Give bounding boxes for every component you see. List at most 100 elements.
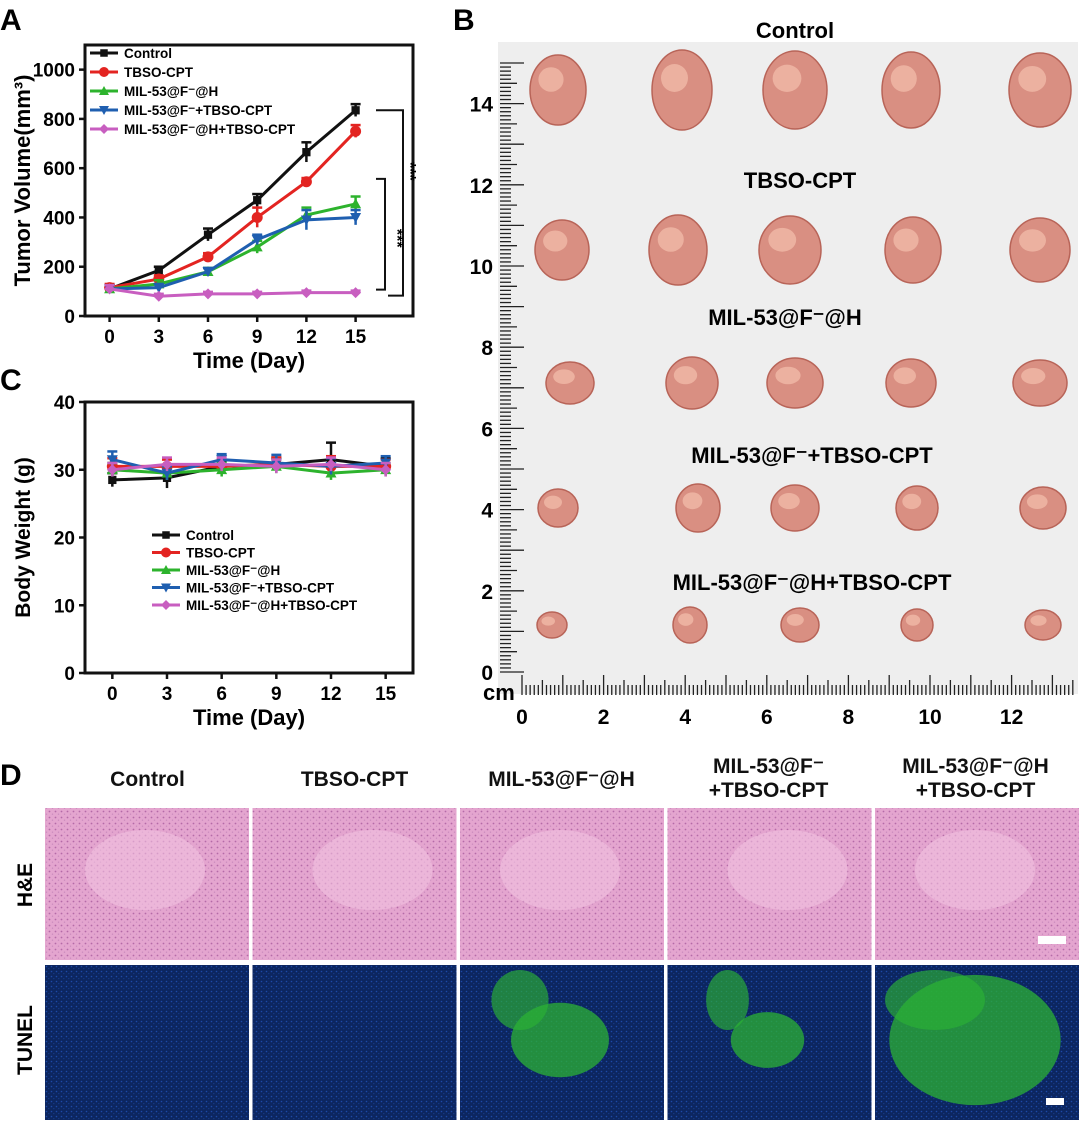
x-tick-label: 15 xyxy=(375,684,397,705)
x-tick-label: 12 xyxy=(320,684,341,705)
scale-bar xyxy=(1038,936,1066,944)
series-3 xyxy=(104,208,362,295)
col-header-mil-h-tbso: MIL-53@F⁻@H +TBSO-CPT xyxy=(902,755,1049,802)
tumor-sample xyxy=(762,50,828,130)
legend-entry: MIL-53@F⁻@H xyxy=(124,84,218,99)
tumor-highlight xyxy=(1019,229,1046,252)
legend-entry: MIL-53@F⁻@H xyxy=(186,563,280,578)
tumor-highlight xyxy=(538,67,564,92)
he-stroma xyxy=(312,830,433,910)
data-point xyxy=(300,287,312,299)
tumor-highlight xyxy=(544,495,562,509)
significance-mark: *** xyxy=(401,162,418,181)
tunel-positive-region xyxy=(491,970,549,1030)
he-stroma xyxy=(727,830,848,910)
y-tick-label: 0 xyxy=(64,307,75,328)
tunel-positive-region xyxy=(706,970,749,1030)
ruler-label: 10 xyxy=(918,706,941,729)
series-line xyxy=(109,130,357,290)
data-point xyxy=(350,213,362,223)
ruler-label: 14 xyxy=(470,94,494,117)
tumor-highlight xyxy=(657,227,684,252)
ruler-label: 0 xyxy=(516,706,528,729)
tumor-sample xyxy=(1008,52,1072,128)
legend-marker xyxy=(161,565,171,574)
y-tick-label: 40 xyxy=(54,393,75,414)
data-point xyxy=(202,288,214,300)
data-point xyxy=(153,283,165,294)
tumor-highlight xyxy=(893,228,919,252)
x-tick-label: 12 xyxy=(296,327,317,348)
legend-entry: TBSO-CPT xyxy=(186,546,256,561)
data-point xyxy=(350,198,362,209)
y-tick-label: 200 xyxy=(43,258,75,279)
series-line xyxy=(109,287,356,298)
tumor-sample xyxy=(1024,609,1062,641)
x-tick-label: 3 xyxy=(162,684,173,705)
data-point xyxy=(161,458,173,470)
data-point xyxy=(350,125,362,137)
legend: Control TBSO-CPT MIL-53@F⁻@H MIL-53@F⁻+TBSO… xyxy=(152,528,358,613)
data-point xyxy=(108,475,117,485)
tumor-highlight xyxy=(768,227,797,252)
data-point xyxy=(302,148,311,157)
tumor-highlight xyxy=(905,614,921,626)
tumor-sample xyxy=(534,219,590,281)
tumor-highlight xyxy=(673,366,698,385)
ruler-label: 0 xyxy=(481,662,493,685)
tumor-sample xyxy=(1009,217,1071,283)
tumor-samples xyxy=(529,49,1072,644)
series-4 xyxy=(104,283,362,302)
data-point xyxy=(161,468,173,479)
row-label-tunel: TUNEL xyxy=(14,1005,37,1075)
panel-letter-a: A xyxy=(0,4,22,37)
ruler-bottom: 0 2 4 6 8 10 12 xyxy=(516,675,1074,729)
ruler-left: 0 2 4 6 8 10 12 14 xyxy=(470,62,524,685)
y-tick-label: 600 xyxy=(43,159,75,180)
legend-entry: Control xyxy=(124,46,172,61)
tunel-image xyxy=(45,965,249,1120)
tumor-sample xyxy=(895,485,939,531)
tumor-highlight xyxy=(775,366,801,385)
legend-marker xyxy=(99,124,109,134)
y-tick-label: 400 xyxy=(43,208,75,229)
x-axis-label: Time (Day) xyxy=(193,348,305,373)
data-point xyxy=(202,267,214,278)
legend-marker xyxy=(99,86,109,95)
tumor-sample xyxy=(672,606,708,644)
tumor-highlight xyxy=(772,64,802,92)
tumor-sample xyxy=(780,607,820,643)
panel-letter-b: B xyxy=(453,4,475,37)
legend-entry: TBSO-CPT xyxy=(124,65,194,80)
data-point xyxy=(203,230,213,239)
series-line xyxy=(109,215,356,291)
tumor-sample xyxy=(770,484,820,532)
scale-bar xyxy=(1046,1098,1064,1105)
he-stroma xyxy=(85,830,205,910)
x-tick-label: 0 xyxy=(107,684,118,705)
ruler-label: 8 xyxy=(481,337,493,360)
tumor-sample xyxy=(529,54,587,126)
tumor-sample xyxy=(885,358,937,408)
tumor-highlight xyxy=(786,613,804,626)
tunel-positive-region xyxy=(730,1012,805,1068)
tumor-highlight xyxy=(893,367,916,385)
y-tick-label: 10 xyxy=(54,596,75,617)
data-point xyxy=(153,290,165,302)
data-point xyxy=(154,266,163,275)
data-point xyxy=(300,215,312,226)
histology-panel: H&E TUNEL xyxy=(14,808,1079,1120)
tumor-highlight xyxy=(543,230,568,252)
ruler-label: 6 xyxy=(481,418,493,441)
tumor-highlight xyxy=(890,65,917,92)
legend-marker xyxy=(99,67,109,77)
data-point xyxy=(350,287,362,299)
tumor-sample xyxy=(648,214,708,286)
significance-mark: *** xyxy=(388,229,405,248)
photo-label-mil-tbso: MIL-53@F⁻+TBSO-CPT xyxy=(691,443,933,468)
ruler-label: 12 xyxy=(470,175,493,198)
legend-marker xyxy=(161,547,171,558)
data-point xyxy=(325,458,337,470)
data-point xyxy=(270,460,282,472)
